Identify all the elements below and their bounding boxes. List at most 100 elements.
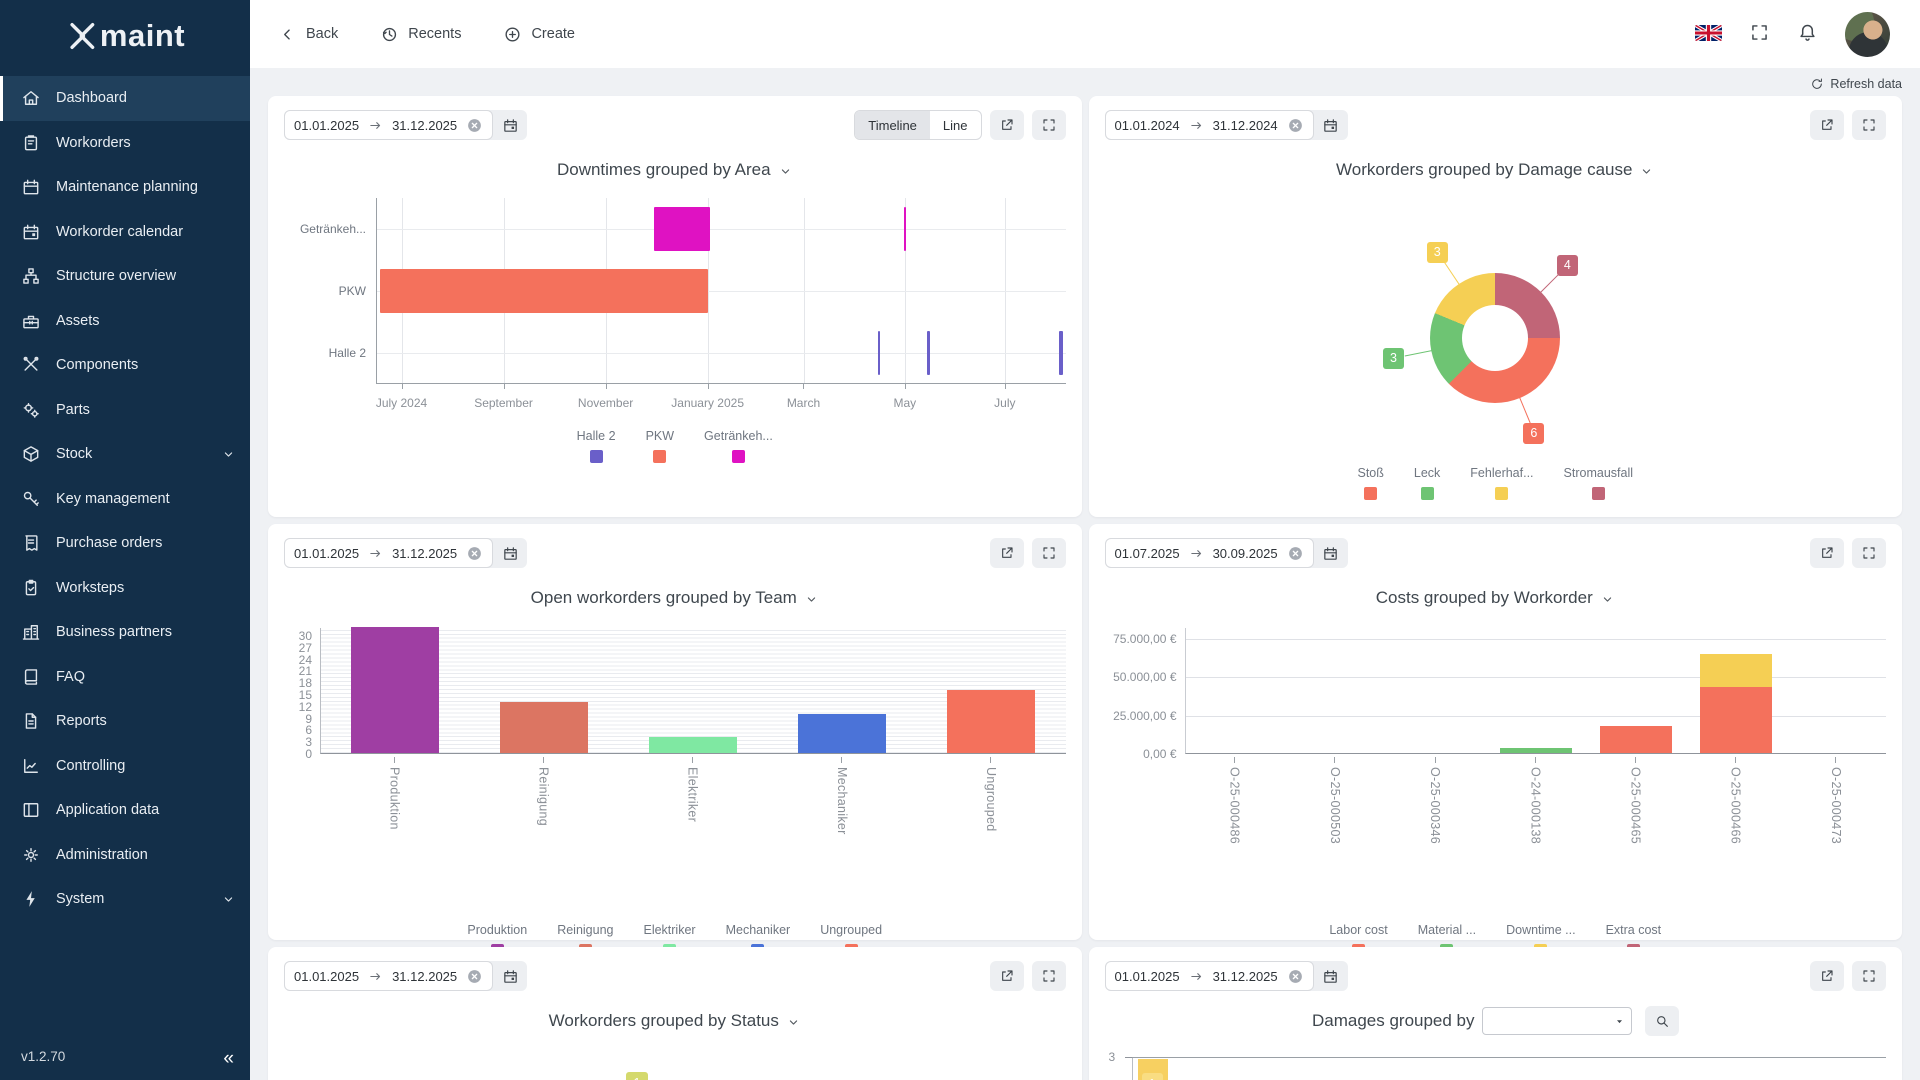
legend-item-fehlerhaf[interactable]: Fehlerhaf... [1470, 466, 1534, 500]
expand-button[interactable] [1852, 961, 1886, 991]
sidebar-item-maintenance-planning[interactable]: Maintenance planning [0, 165, 250, 210]
legend-item-halle-2[interactable]: Halle 2 [577, 429, 616, 463]
timeline-bar-getr-nkeh[interactable] [904, 207, 907, 251]
recents-button[interactable]: Recents [380, 25, 461, 44]
sidebar-item-workorder-calendar[interactable]: Workorder calendar [0, 210, 250, 255]
clear-date-icon[interactable] [1287, 968, 1304, 985]
calendar-button[interactable] [493, 110, 527, 140]
chart-title[interactable]: Damages grouped by [1311, 1011, 1475, 1030]
toggle-line[interactable]: Line [930, 111, 981, 139]
fullscreen-button[interactable] [1749, 22, 1770, 46]
sidebar-item-system[interactable]: System [0, 877, 250, 922]
clear-date-icon[interactable] [466, 117, 483, 134]
expand-button[interactable] [1031, 961, 1066, 991]
back-button[interactable]: Back [278, 25, 338, 44]
clear-date-icon[interactable] [466, 545, 483, 562]
bar-ungrouped[interactable] [947, 690, 1036, 753]
date-range-input[interactable]: 01.07.2025 30.09.2025 [1104, 538, 1314, 568]
expand-button[interactable] [1852, 110, 1886, 140]
sidebar-item-stock[interactable]: Stock [0, 432, 250, 477]
export-button[interactable] [989, 110, 1024, 140]
calendar-button[interactable] [1314, 961, 1348, 991]
export-button[interactable] [1810, 110, 1844, 140]
legend-item-stromausfall[interactable]: Stromausfall [1564, 466, 1633, 500]
date-range-input[interactable]: 01.01.2025 31.12.2025 [284, 110, 494, 140]
sidebar-item-controlling[interactable]: Controlling [0, 744, 250, 789]
bar-produktion[interactable] [351, 627, 440, 753]
sidebar-item-administration[interactable]: Administration [0, 833, 250, 878]
chart-title[interactable]: Costs grouped by Workorder [1375, 588, 1593, 607]
expand-button[interactable] [1852, 538, 1886, 568]
chevron-left-icon [278, 25, 297, 44]
sidebar-item-purchase-orders[interactable]: Purchase orders [0, 521, 250, 566]
expand-button[interactable] [1031, 538, 1066, 568]
timeline-bar-halle-2[interactable] [1059, 331, 1064, 375]
sidebar-item-dashboard[interactable]: Dashboard [0, 76, 250, 121]
axis-tick-label: March [786, 396, 821, 410]
sidebar-item-application-data[interactable]: Application data [0, 788, 250, 833]
chart-title[interactable]: Workorders grouped by Status [548, 1011, 779, 1030]
calendar-button[interactable] [1314, 538, 1348, 568]
export-button[interactable] [989, 961, 1024, 991]
refresh-button[interactable]: Refresh data [1810, 77, 1902, 91]
timeline-bar-getr-nkeh[interactable] [654, 207, 711, 251]
gears-icon [21, 400, 41, 420]
chart-title[interactable]: Open workorders grouped by Team [530, 588, 797, 607]
calendar-button[interactable] [1314, 110, 1348, 140]
language-button[interactable] [1695, 24, 1722, 44]
date-range-input[interactable]: 01.01.2024 31.12.2024 [1104, 110, 1314, 140]
sidebar-item-components[interactable]: Components [0, 343, 250, 388]
card-toolbar: 01.01.2025 31.12.2025 [284, 961, 1066, 991]
stack-labor-cost-o-25-000465[interactable] [1599, 726, 1672, 753]
user-avatar[interactable] [1845, 11, 1890, 57]
legend-item-pkw[interactable]: PKW [646, 429, 674, 463]
export-button[interactable] [1810, 961, 1844, 991]
bar-reinigung[interactable] [500, 701, 589, 753]
search-button[interactable] [1644, 1006, 1679, 1036]
stack-material-o-24-000138[interactable] [1499, 748, 1572, 753]
legend-item-getr-nkeh[interactable]: Getränkeh... [704, 429, 773, 463]
sidebar-item-structure-overview[interactable]: Structure overview [0, 254, 250, 299]
sidebar-item-key-management[interactable]: Key management [0, 477, 250, 522]
timeline-bar-halle-2[interactable] [927, 331, 930, 375]
chart-type-toggle: Timeline Line [854, 110, 982, 140]
export-button[interactable] [989, 538, 1024, 568]
sidebar-item-label: Parts [56, 401, 90, 418]
calendar-button[interactable] [493, 538, 527, 568]
sidebar-item-parts[interactable]: Parts [0, 388, 250, 433]
chevron-down-icon [804, 592, 819, 607]
clear-date-icon[interactable] [1287, 117, 1304, 134]
clear-date-icon[interactable] [466, 968, 483, 985]
bar-elektriker[interactable] [649, 737, 738, 753]
date-range-input[interactable]: 01.01.2025 31.12.2025 [284, 538, 494, 568]
timeline-bar-pkw[interactable] [379, 269, 709, 313]
group-by-select[interactable] [1481, 1007, 1632, 1035]
sidebar-item-workorders[interactable]: Workorders [0, 121, 250, 166]
toggle-timeline[interactable]: Timeline [855, 111, 930, 139]
sidebar-item-reports[interactable]: Reports [0, 699, 250, 744]
create-button[interactable]: Create [503, 25, 575, 44]
bar-mechaniker[interactable] [798, 713, 887, 753]
sidebar-item-assets[interactable]: Assets [0, 299, 250, 344]
date-range-input[interactable]: 01.01.2025 31.12.2025 [284, 961, 494, 991]
legend-item-leck[interactable]: Leck [1414, 466, 1440, 500]
calendar-button[interactable] [493, 961, 527, 991]
sidebar-item-worksteps[interactable]: Worksteps [0, 566, 250, 611]
chart-title[interactable]: Downtimes grouped by Area [556, 160, 771, 179]
stack-labor-cost-o-25-000466[interactable] [1699, 687, 1772, 753]
gridline-vertical [905, 198, 907, 383]
notifications-button[interactable] [1797, 22, 1818, 46]
donut-chart[interactable] [1429, 273, 1560, 403]
clear-date-icon[interactable] [1287, 545, 1304, 562]
legend-item-sto[interactable]: Stoß [1357, 466, 1384, 500]
timeline-bar-halle-2[interactable] [877, 331, 881, 375]
sidebar-item-faq[interactable]: FAQ [0, 655, 250, 700]
app-logo[interactable]: maint [0, 0, 250, 62]
chart-title[interactable]: Workorders grouped by Damage cause [1336, 160, 1633, 179]
export-button[interactable] [1810, 538, 1844, 568]
stack-downtime-o-25-000466[interactable] [1699, 654, 1772, 688]
expand-button[interactable] [1031, 110, 1066, 140]
date-range-input[interactable]: 01.01.2025 31.12.2025 [1104, 961, 1314, 991]
collapse-sidebar-button[interactable]: « [223, 1048, 234, 1069]
sidebar-item-business-partners[interactable]: Business partners [0, 610, 250, 655]
